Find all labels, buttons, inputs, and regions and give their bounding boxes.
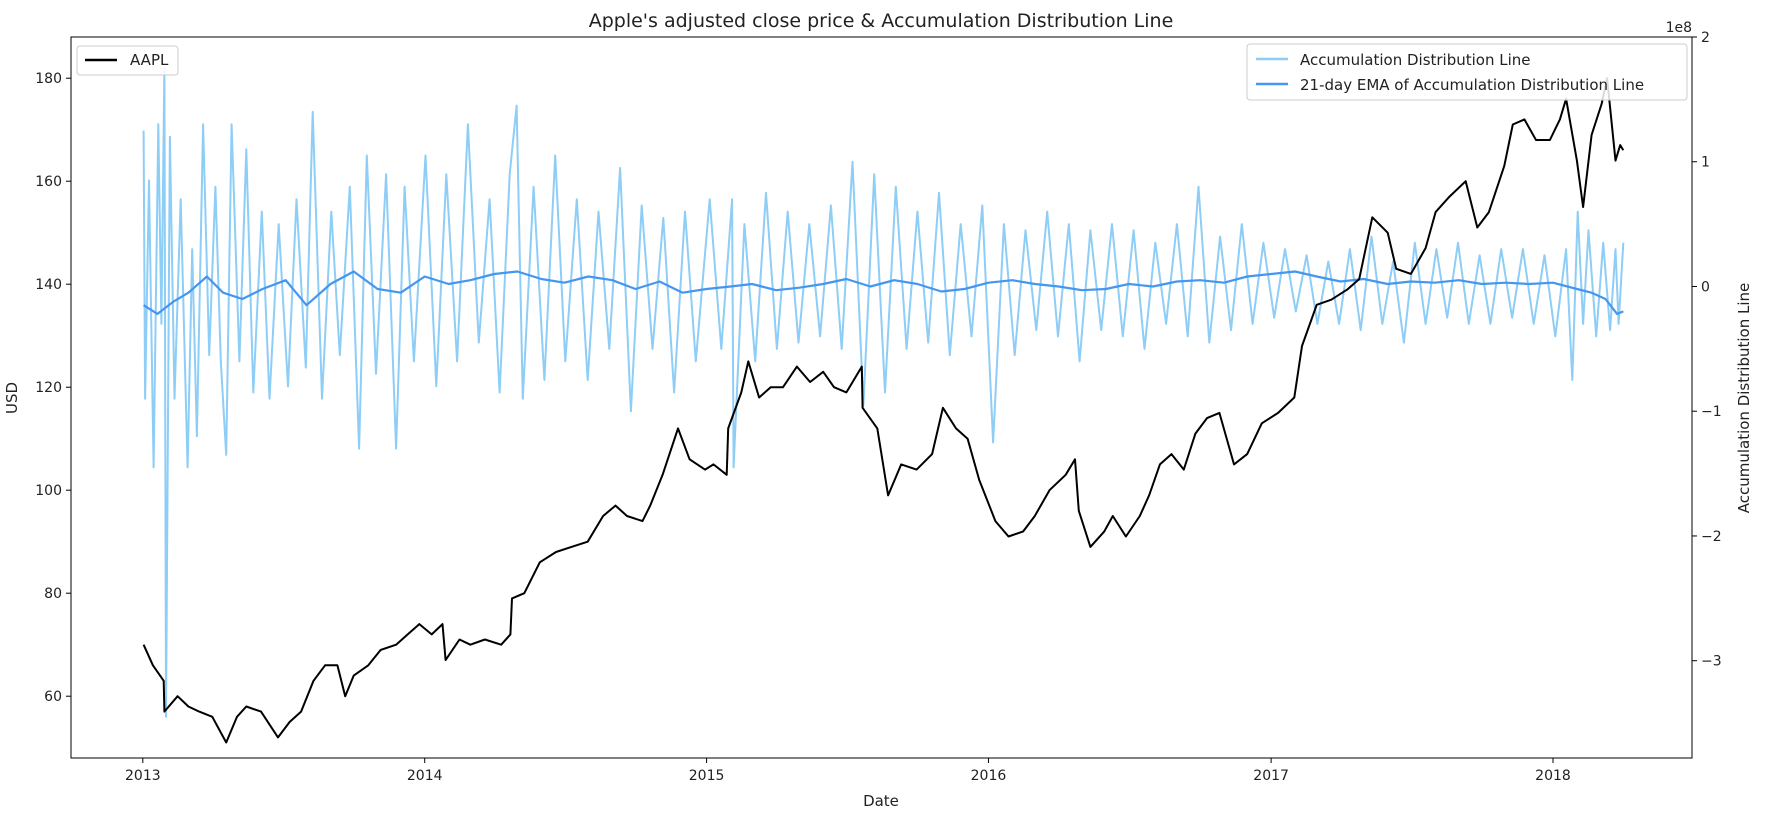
y-tick-label: 80: [44, 586, 62, 602]
x-tick-label: 2017: [1253, 768, 1289, 784]
x-tick-label: 2015: [689, 768, 725, 784]
ema-line: [143, 270, 1624, 315]
y2-offset-text: 1e8: [1666, 20, 1692, 36]
x-tick-label: 2016: [971, 768, 1007, 784]
aapl-series: [142, 77, 1625, 744]
x-tick-label: 2014: [407, 768, 443, 784]
y-tick-label: 100: [35, 483, 62, 499]
y2-tick-label: 1: [1701, 155, 1710, 171]
legend-right-box: [1246, 43, 1688, 101]
aapl-line: [142, 77, 1625, 744]
x-tick-label: 2018: [1535, 768, 1571, 784]
y2-tick-label: −2: [1701, 529, 1722, 545]
chart-title: Apple's adjusted close price & Accumulat…: [589, 10, 1174, 32]
x-tick-label: 2013: [125, 768, 161, 784]
y-tick-label: 60: [44, 689, 62, 705]
legend-left-box: [76, 45, 179, 76]
adl-line: [142, 67, 1625, 718]
y-axis-label: USD: [3, 382, 21, 414]
plot-frame: [70, 36, 1693, 759]
x-axis-label: Date: [863, 792, 899, 810]
y2-tick-label: −3: [1701, 654, 1722, 670]
y-tick-label: 120: [35, 380, 62, 396]
legend-label-adl: Accumulation Distribution Line: [1300, 51, 1531, 69]
legend-label-aapl: AAPL: [130, 51, 169, 69]
x-axis-ticks: 2013 2014 2015 2016 2017 2018: [125, 758, 1571, 784]
y-tick-label: 180: [35, 71, 62, 87]
adl-series: [142, 67, 1625, 718]
y2-tick-label: 2: [1701, 30, 1710, 46]
legend-label-ema: 21-day EMA of Accumulation Distribution …: [1300, 76, 1644, 94]
y-tick-label: 140: [35, 277, 62, 293]
legend-left: AAPL: [76, 45, 179, 76]
y2-axis-label: Accumulation Distribution Line: [1735, 283, 1753, 514]
ema-series: [143, 270, 1624, 315]
y2-tick-label: −1: [1701, 404, 1722, 420]
y-axis-ticks: 60 80 100 120 140 160 180: [35, 71, 71, 705]
y2-axis-ticks: 2 1 0 −1 −2 −3: [1692, 30, 1722, 670]
y2-tick-label: 0: [1701, 279, 1710, 295]
y-tick-label: 160: [35, 174, 62, 190]
legend-right: Accumulation Distribution Line 21-day EM…: [1246, 43, 1688, 101]
